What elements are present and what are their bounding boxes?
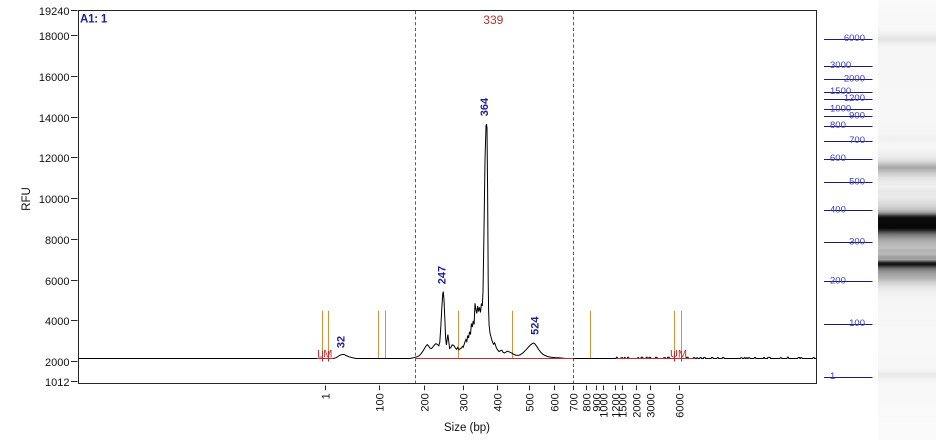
svg-text:500: 500 — [849, 177, 865, 188]
svg-text:600: 600 — [830, 153, 846, 164]
svg-text:700: 700 — [849, 135, 865, 146]
svg-text:1: 1 — [830, 371, 835, 382]
svg-text:1200: 1200 — [611, 393, 623, 417]
svg-text:LM: LM — [317, 348, 332, 360]
svg-text:12000: 12000 — [39, 153, 70, 165]
svg-text:200: 200 — [830, 276, 846, 287]
svg-text:6000: 6000 — [844, 33, 865, 44]
svg-text:18000: 18000 — [39, 31, 70, 43]
svg-text:400: 400 — [830, 205, 846, 216]
svg-text:900: 900 — [849, 111, 865, 122]
svg-text:100: 100 — [849, 318, 865, 329]
svg-text:500: 500 — [525, 393, 537, 411]
svg-text:300: 300 — [459, 393, 471, 411]
svg-text:3000: 3000 — [830, 60, 851, 71]
svg-text:4000: 4000 — [45, 316, 69, 328]
svg-text:1500: 1500 — [830, 86, 851, 97]
svg-text:6000: 6000 — [675, 393, 687, 417]
svg-text:19240: 19240 — [39, 6, 70, 18]
svg-text:1200: 1200 — [844, 93, 865, 104]
svg-text:2000: 2000 — [45, 357, 69, 369]
svg-text:800: 800 — [582, 393, 594, 411]
svg-text:800: 800 — [830, 120, 846, 131]
svg-text:1012: 1012 — [45, 377, 69, 389]
svg-text:RFU: RFU — [21, 187, 33, 211]
svg-text:700: 700 — [569, 393, 581, 411]
svg-text:2000: 2000 — [632, 393, 644, 417]
svg-text:UM: UM — [670, 348, 687, 360]
svg-text:8000: 8000 — [45, 235, 69, 247]
svg-text:Size (bp): Size (bp) — [444, 422, 490, 434]
svg-text:10000: 10000 — [39, 194, 70, 206]
svg-text:900: 900 — [592, 393, 604, 411]
svg-text:1000: 1000 — [830, 104, 851, 115]
svg-text:1: 1 — [321, 393, 333, 399]
svg-text:2000: 2000 — [844, 74, 865, 85]
svg-text:600: 600 — [550, 393, 562, 411]
svg-text:300: 300 — [849, 237, 865, 248]
svg-text:524: 524 — [529, 316, 541, 335]
svg-text:247: 247 — [437, 266, 449, 284]
svg-text:1000: 1000 — [599, 393, 611, 417]
svg-text:1500: 1500 — [618, 393, 630, 417]
svg-text:400: 400 — [493, 393, 505, 411]
svg-text:200: 200 — [420, 393, 432, 411]
svg-text:3000: 3000 — [646, 393, 658, 417]
svg-text:364: 364 — [479, 97, 491, 116]
svg-text:16000: 16000 — [39, 72, 70, 84]
svg-text:A1: 1: A1: 1 — [80, 14, 108, 26]
svg-text:32: 32 — [336, 336, 348, 348]
svg-text:6000: 6000 — [45, 276, 69, 288]
svg-text:14000: 14000 — [39, 113, 70, 125]
svg-text:100: 100 — [375, 393, 387, 411]
svg-text:339: 339 — [483, 13, 503, 27]
